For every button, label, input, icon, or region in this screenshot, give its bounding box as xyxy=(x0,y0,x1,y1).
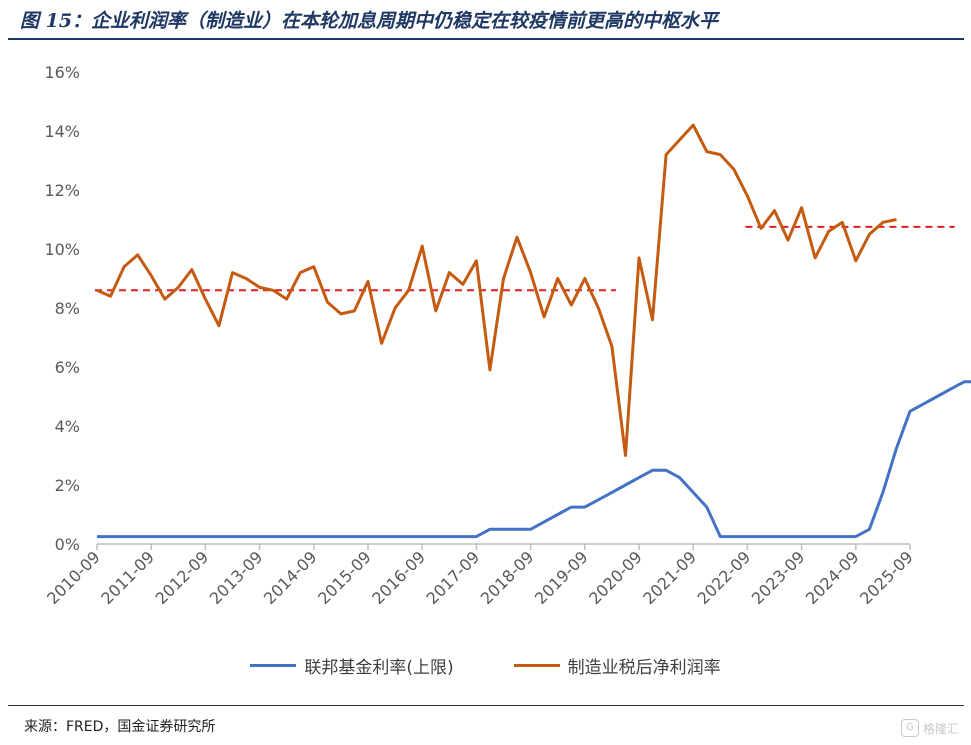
svg-text:14%: 14% xyxy=(44,122,80,141)
svg-text:2023-09: 2023-09 xyxy=(748,547,809,608)
y-tick-label: 16% xyxy=(44,63,80,82)
x-tick-label: 2021-09 xyxy=(639,547,700,608)
y-tick-label: 2% xyxy=(55,476,80,495)
title-rule xyxy=(8,38,964,40)
source-note: 来源：FRED，国金证券研究所 xyxy=(24,719,216,735)
x-tick-label: 2016-09 xyxy=(368,547,429,608)
chart-title: 图 15：企业利润率（制造业）在本轮加息周期中仍稳定在较疫情前更高的中枢水平 xyxy=(20,10,719,32)
y-tick-label: 8% xyxy=(55,299,80,318)
x-tick-label: 2019-09 xyxy=(531,547,592,608)
x-tick-label: 2025-09 xyxy=(856,547,917,608)
x-tick-label: 2011-09 xyxy=(97,547,158,608)
svg-text:2012-09: 2012-09 xyxy=(152,547,213,608)
x-tick-label: 2024-09 xyxy=(802,547,863,608)
x-tick-label: 2023-09 xyxy=(748,547,809,608)
x-tick-label: 2010-09 xyxy=(43,547,104,608)
svg-text:2014-09: 2014-09 xyxy=(260,547,321,608)
footer-rule xyxy=(8,705,964,706)
watermark-logo-icon: G xyxy=(900,719,919,737)
legend-swatch-margin xyxy=(513,664,560,667)
svg-text:2010-09: 2010-09 xyxy=(43,547,104,608)
svg-text:2020-09: 2020-09 xyxy=(585,547,646,608)
svg-text:2016-09: 2016-09 xyxy=(368,547,429,608)
svg-text:2015-09: 2015-09 xyxy=(314,547,375,608)
fed-funds-rate-line xyxy=(97,380,971,539)
svg-text:2021-09: 2021-09 xyxy=(639,547,700,608)
svg-text:2022-09: 2022-09 xyxy=(694,547,755,608)
svg-text:2025-09: 2025-09 xyxy=(856,547,917,608)
x-tick-label: 2014-09 xyxy=(260,547,321,608)
y-tick-label: 14% xyxy=(44,122,80,141)
y-tick-label: 12% xyxy=(44,181,80,200)
y-tick-label: 0% xyxy=(55,535,80,554)
legend-swatch-fed xyxy=(250,664,297,667)
svg-text:6%: 6% xyxy=(55,358,80,377)
watermark: G 格隆汇 xyxy=(900,719,959,737)
svg-text:4%: 4% xyxy=(55,417,80,436)
x-tick-label: 2012-09 xyxy=(152,547,213,608)
svg-text:2017-09: 2017-09 xyxy=(423,547,484,608)
legend-item-fed: 联邦基金利率(上限) xyxy=(250,653,454,678)
svg-text:12%: 12% xyxy=(44,181,80,200)
svg-text:2013-09: 2013-09 xyxy=(206,547,267,608)
legend-item-margin: 制造业税后净利润率 xyxy=(513,653,721,678)
svg-text:2%: 2% xyxy=(55,476,80,495)
svg-text:0%: 0% xyxy=(55,535,80,554)
svg-text:8%: 8% xyxy=(55,299,80,318)
x-tick-label: 2013-09 xyxy=(206,547,267,608)
x-tick-label: 2020-09 xyxy=(585,547,646,608)
legend: 联邦基金利率(上限) 制造业税后净利润率 xyxy=(0,653,971,678)
svg-text:2018-09: 2018-09 xyxy=(477,547,538,608)
manufacturing-margin-line xyxy=(96,123,897,457)
svg-text:16%: 16% xyxy=(44,63,80,82)
svg-text:2019-09: 2019-09 xyxy=(531,547,592,608)
x-tick-label: 2015-09 xyxy=(314,547,375,608)
x-tick-label: 2022-09 xyxy=(694,547,755,608)
y-tick-label: 10% xyxy=(44,240,80,259)
x-tick-label: 2018-09 xyxy=(477,547,538,608)
y-tick-label: 4% xyxy=(55,417,80,436)
svg-text:2024-09: 2024-09 xyxy=(802,547,863,608)
svg-text:10%: 10% xyxy=(44,240,80,259)
line-chart: 0% 2% 4% 6% 8% 10% 12% 14% 16% 2010-092011-092012… xyxy=(43,63,971,608)
watermark-text: 格隆汇 xyxy=(922,721,959,736)
svg-text:2011-09: 2011-09 xyxy=(97,547,158,608)
legend-label-fed: 联邦基金利率(上限) xyxy=(304,658,454,678)
x-tick-label: 2017-09 xyxy=(423,547,484,608)
legend-label-margin: 制造业税后净利润率 xyxy=(567,658,721,678)
y-tick-label: 6% xyxy=(55,358,80,377)
